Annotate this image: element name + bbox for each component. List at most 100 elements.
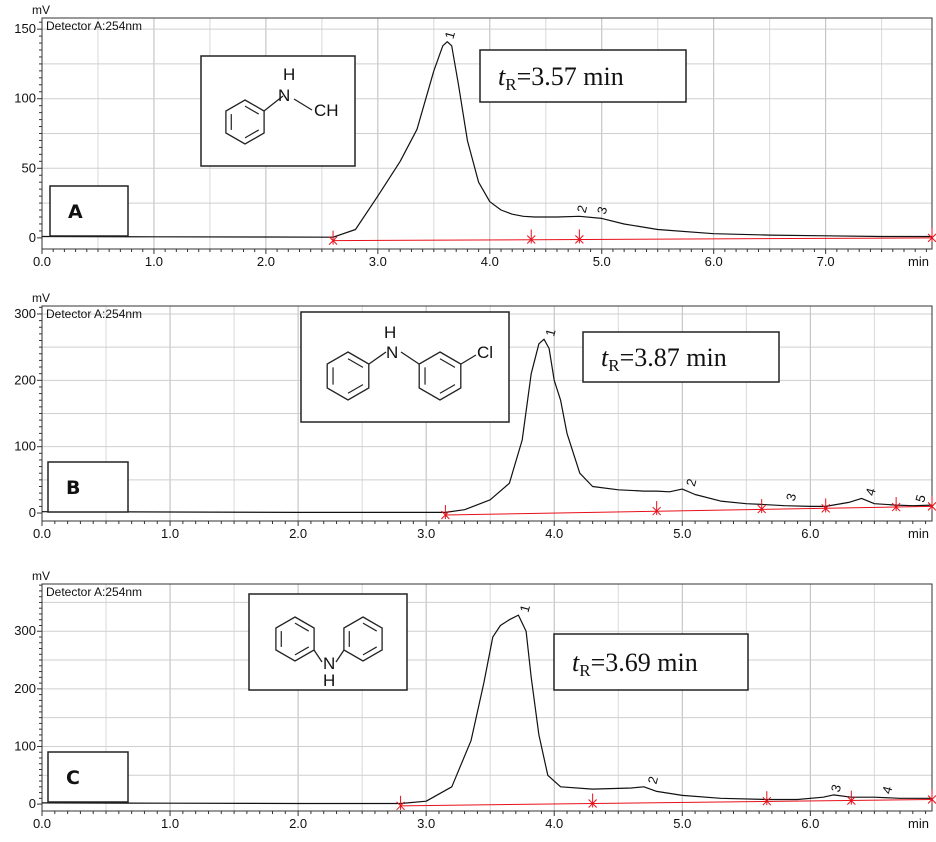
y-axis-label: mV	[32, 291, 50, 305]
chart-panel-a: 0 50 100 150 0.0 1.0 2.0 3.0 4.0 5.0 6.0 7.0 mV min De…	[14, 3, 936, 269]
y-tick-label: 200	[14, 372, 36, 387]
retention-box-frame	[582, 331, 780, 383]
integration-marker	[846, 790, 856, 805]
peak-label: 2	[683, 477, 699, 488]
double-bond	[439, 384, 456, 394]
y-axis-label: mV	[32, 3, 50, 17]
x-axis-label: min	[908, 526, 929, 541]
double-bond	[362, 646, 378, 656]
double-bond	[244, 129, 260, 139]
panel-letter: C	[66, 767, 80, 789]
molecule-structure: HN Cl	[300, 311, 510, 423]
peak-label: 4	[862, 486, 878, 497]
grid	[42, 18, 932, 249]
retention-time-box: tR=3.57 min	[479, 49, 687, 103]
x-tick-label: 2.0	[289, 816, 307, 831]
panel-letter-box: A	[49, 185, 129, 237]
panel-letter-frame	[47, 461, 129, 513]
atom-label: N	[278, 86, 290, 105]
chromatogram-trace	[41, 41, 932, 238]
x-tick-label: 1.0	[161, 526, 179, 541]
atom-label: H	[323, 671, 335, 690]
x-tick-label: 4.0	[545, 816, 563, 831]
x-tick-label: 4.0	[545, 526, 563, 541]
integration-marker	[891, 497, 901, 512]
peak-label: 3	[783, 492, 799, 503]
integration-marker	[575, 229, 584, 244]
integration-marker	[927, 496, 936, 511]
integration-marker	[588, 793, 598, 808]
peak-label: 3	[828, 783, 844, 794]
peak-label: 1	[517, 603, 533, 614]
double-bond	[244, 105, 260, 115]
benzene-ring	[418, 351, 462, 401]
detector-label: Detector A:254nm	[46, 307, 142, 321]
x-tick-label: 2.0	[257, 254, 275, 269]
double-bond	[347, 384, 364, 394]
detector-label: Detector A:254nm	[46, 585, 142, 599]
y-tick-label: 300	[14, 623, 36, 638]
molecule-structure: NH	[248, 593, 408, 691]
panel-letter-frame	[47, 751, 129, 803]
peak-label: 1	[542, 327, 558, 338]
x-tick-label: 7.0	[817, 254, 835, 269]
y-tick-label: 50	[22, 160, 36, 175]
bond	[335, 649, 345, 663]
x-tick-label: 0.0	[33, 816, 51, 831]
integration-marker	[762, 791, 772, 806]
integration-baseline	[333, 237, 933, 242]
integration-marker	[927, 227, 936, 243]
detector-label: Detector A:254nm	[46, 19, 142, 33]
peak-label: 2	[645, 775, 661, 786]
integration-marker	[927, 789, 936, 804]
x-tick-label: 3.0	[417, 816, 435, 831]
integration-baseline	[445, 505, 933, 516]
x-tick-label: 5.0	[593, 254, 611, 269]
retention-box-frame	[553, 633, 749, 691]
retention-time-label: tR=3.69 min	[572, 648, 698, 680]
x-tick-label: 1.0	[161, 816, 179, 831]
y-tick-label: 200	[14, 681, 36, 696]
panel-letter-box: B	[47, 461, 129, 513]
integration-marker	[652, 501, 662, 516]
y-tick-label: 0	[29, 230, 36, 245]
x-tick-label: 4.0	[481, 254, 499, 269]
x-tick-label: 6.0	[801, 816, 819, 831]
x-tick-label: 3.0	[369, 254, 387, 269]
x-tick-label: 5.0	[673, 526, 691, 541]
bond	[313, 649, 323, 663]
y-tick-label: 150	[14, 21, 36, 36]
grid	[42, 584, 932, 811]
benzene-ring	[275, 616, 315, 662]
integration-marker	[396, 795, 405, 811]
chart-panel-c: 0 100 200 300 0.0 1.0 2.0 3.0 4.0 5.0 6.0 mV min Dete…	[14, 569, 936, 831]
integration-marker	[526, 229, 536, 244]
retention-time-label: tR=3.87 min	[601, 343, 727, 375]
x-tick-label: 0.0	[33, 254, 51, 269]
x-tick-label: 5.0	[673, 816, 691, 831]
benzene-ring	[326, 351, 370, 401]
retention-box-frame	[479, 49, 687, 103]
peak-label: 5	[912, 493, 928, 504]
panel-letter-box: C	[47, 751, 129, 803]
panel-letter: B	[66, 477, 80, 499]
atom-label: N	[323, 654, 335, 673]
retention-time-box: tR=3.87 min	[582, 331, 780, 383]
bond	[293, 98, 313, 111]
x-axis-label: min	[908, 254, 929, 269]
bond	[400, 351, 420, 365]
integration-marker	[821, 498, 831, 513]
double-bond	[439, 358, 456, 368]
peak-label: 3	[594, 205, 610, 216]
y-axis-label: mV	[32, 569, 50, 583]
double-bond	[362, 622, 378, 632]
chromatogram-trace	[41, 614, 932, 805]
atom-label: H	[283, 65, 295, 84]
y-tick-label: 100	[14, 738, 36, 753]
bond	[263, 95, 284, 112]
atom-label: H	[384, 323, 396, 342]
panel-letter-frame	[49, 185, 129, 237]
x-tick-label: 6.0	[801, 526, 819, 541]
integration-marker	[441, 505, 450, 520]
benzene-ring	[343, 616, 383, 662]
